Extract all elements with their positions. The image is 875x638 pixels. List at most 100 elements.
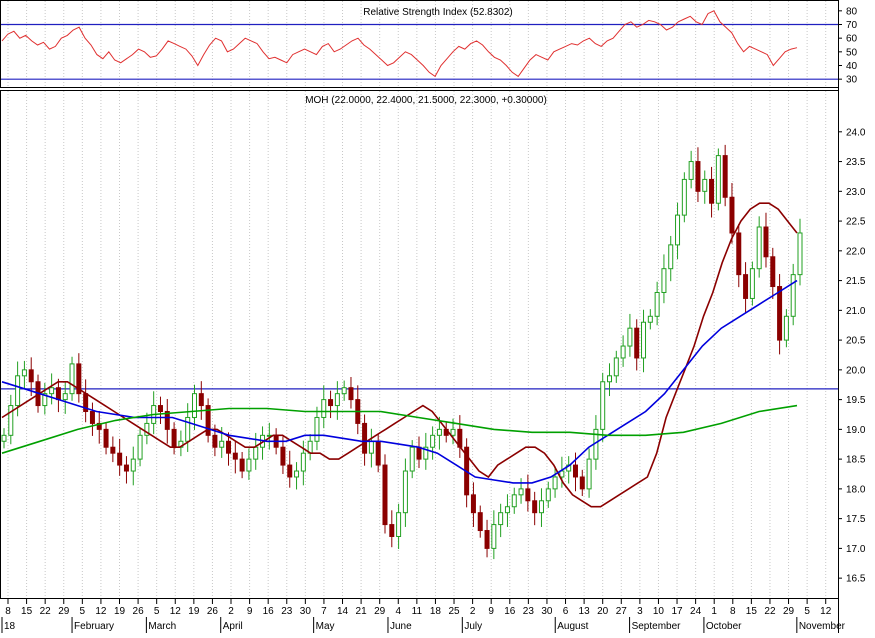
candle-body — [722, 155, 728, 198]
rsi-line — [1, 10, 798, 78]
rsi-reference-lines — [1, 23, 838, 80]
candle-body — [797, 232, 803, 276]
date-tick-label: 22 — [40, 606, 52, 617]
candle-body — [8, 405, 14, 436]
candle-body — [423, 446, 429, 460]
rsi-tick-label: 70 — [846, 20, 858, 31]
date-tick-label: 7 — [321, 606, 327, 617]
candle-body — [144, 422, 150, 436]
price-tick-label: 22.0 — [846, 246, 866, 257]
date-tick-label: 19 — [188, 606, 200, 617]
date-tick-label: 2 — [228, 606, 234, 617]
date-tick-label: 8 — [5, 606, 11, 617]
candle-body — [661, 268, 667, 293]
price-tick-label: 16.5 — [846, 574, 866, 585]
date-tick-label: 16 — [504, 606, 516, 617]
candle-body — [416, 446, 422, 460]
date-tick-label: 17 — [671, 606, 683, 617]
candle-body — [579, 476, 585, 490]
date-tick-label: 3 — [637, 606, 643, 617]
candle-body — [470, 494, 476, 514]
candle-body — [436, 428, 442, 436]
candle-body — [736, 232, 742, 276]
date-tick-label: 5 — [80, 606, 86, 617]
date-tick-label: 12 — [170, 606, 182, 617]
candle-body — [191, 393, 197, 418]
candle-body — [76, 363, 82, 395]
moving-average-series — [1, 202, 798, 508]
candle-body — [511, 494, 517, 508]
candle-body — [117, 452, 123, 466]
month-label: July — [464, 621, 482, 632]
date-tick-label: 9 — [488, 606, 494, 617]
date-tick-label: 15 — [21, 606, 33, 617]
candle-body — [15, 375, 21, 407]
candle-body — [96, 422, 102, 430]
candle-body — [334, 393, 340, 407]
candle-body — [491, 524, 497, 549]
candle-body — [294, 470, 300, 478]
date-tick-label: 5 — [804, 606, 810, 617]
month-label: August — [557, 621, 588, 632]
price-tick-label: 18.0 — [846, 484, 866, 495]
candle-body — [695, 161, 701, 192]
date-tick-label: 2 — [470, 606, 476, 617]
date-tick-label: 29 — [783, 606, 795, 617]
candle-body — [620, 345, 626, 359]
candle-body — [89, 411, 95, 424]
candle-body — [647, 315, 653, 323]
candle-body — [205, 405, 211, 436]
candle-body — [42, 393, 48, 407]
month-label: October — [706, 621, 742, 632]
rsi-panel — [0, 0, 839, 88]
candle-body — [525, 488, 531, 502]
price-tick-label: 18.5 — [846, 455, 866, 466]
candle-body — [484, 530, 490, 549]
price-tick-label: 21.5 — [846, 276, 866, 287]
candle-body — [212, 434, 218, 448]
date-tick-label: 27 — [616, 606, 628, 617]
date-tick-label: 23 — [523, 606, 535, 617]
month-label: March — [148, 621, 176, 632]
date-tick-label: 23 — [281, 606, 293, 617]
price-tick-label: 20.5 — [846, 336, 866, 347]
price-tick-label: 17.0 — [846, 544, 866, 555]
price-y-axis: 16.5 17.0 17.5 18.0 18.5 19.0 19.5 20.0 20.5 21.0… — [838, 127, 866, 585]
date-tick-label: 16 — [263, 606, 275, 617]
candle-body — [634, 327, 640, 359]
price-gridlines — [7, 91, 827, 598]
candle-body — [232, 452, 238, 460]
candle-body — [21, 369, 27, 377]
date-tick-label: 6 — [563, 606, 569, 617]
candle-body — [729, 196, 735, 234]
candle-body — [586, 458, 592, 490]
candle-body — [641, 321, 647, 359]
date-tick-label: 5 — [154, 606, 160, 617]
candle-body — [770, 256, 776, 288]
date-tick-label: 18 — [430, 606, 442, 617]
month-label: May — [316, 621, 335, 632]
month-label: September — [632, 621, 682, 632]
candle-body — [600, 381, 606, 430]
candle-body — [389, 524, 395, 537]
candle-body — [532, 500, 538, 514]
date-tick-label: 4 — [395, 606, 401, 617]
date-tick-label: 26 — [133, 606, 145, 617]
candle-body — [375, 440, 381, 466]
candle-body — [709, 178, 715, 204]
candle-body — [253, 446, 259, 460]
candle-body — [157, 405, 163, 413]
month-label: 18 — [4, 621, 16, 632]
candle-body — [348, 387, 354, 401]
candle-body — [239, 458, 245, 472]
candle-body — [103, 428, 109, 448]
candle-body — [538, 500, 544, 514]
candle-body — [1, 434, 7, 442]
date-tick-label: 15 — [746, 606, 758, 617]
candle-body — [382, 464, 388, 526]
price-tick-label: 22.5 — [846, 217, 866, 228]
month-label: February — [74, 621, 114, 632]
date-tick-label: 22 — [764, 606, 776, 617]
candle-body — [226, 440, 232, 454]
